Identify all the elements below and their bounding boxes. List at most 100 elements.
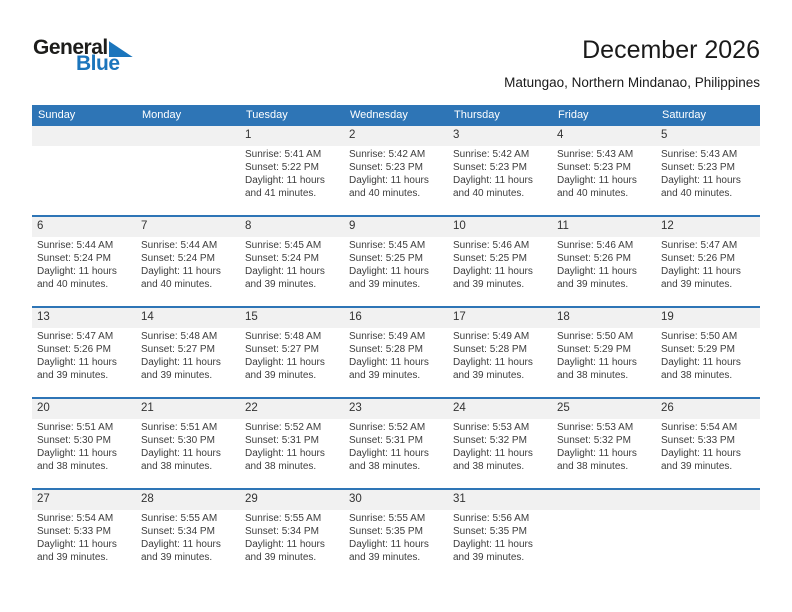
calendar-cell: Sunrise: 5:48 AM Sunset: 5:27 PM Daylight:…	[240, 328, 344, 397]
cell-text-line: Sunrise: 5:49 AM	[349, 331, 426, 342]
day-number: 27	[37, 493, 50, 505]
cell-text-line: and 40 minutes.	[453, 188, 525, 199]
cell-text-line: and 39 minutes.	[453, 279, 525, 290]
cell-text-line: Sunrise: 5:54 AM	[37, 513, 114, 524]
cell-text-line: Sunset: 5:30 PM	[37, 435, 111, 446]
cell-text-line: and 39 minutes.	[245, 552, 317, 563]
cell-text-line: Sunrise: 5:54 AM	[661, 422, 738, 433]
cell-text-line: Sunset: 5:25 PM	[349, 253, 423, 264]
day-number: 31	[453, 493, 466, 505]
cell-text-line: and 39 minutes.	[37, 370, 109, 381]
day-number: 24	[453, 402, 466, 414]
calendar-table: Sunday Monday Tuesday Wednesday Thursday…	[32, 105, 760, 579]
cell-text-line: Sunrise: 5:46 AM	[557, 240, 634, 251]
cell-text-line: and 39 minutes.	[453, 370, 525, 381]
cell-text-line: and 40 minutes.	[37, 279, 109, 290]
cell-text-line: Sunrise: 5:55 AM	[141, 513, 218, 524]
cell-text-line: Daylight: 11 hours	[453, 539, 533, 550]
calendar-week-row: 13 14 15 16 17 18 19 Sunrise: 5:47 AM Sunset: 5:…	[32, 306, 760, 397]
calendar-week-row: 20 21 22 23 24 25 26 Sunrise: 5:51 AM Sunset: 5:…	[32, 397, 760, 488]
title-block: December 2026 Matungao, Northern Mindana…	[504, 36, 760, 90]
cell-text-line: Daylight: 11 hours	[453, 357, 533, 368]
cell-text-line: Sunrise: 5:51 AM	[141, 422, 218, 433]
day-number: 28	[141, 493, 154, 505]
calendar-cell: Sunrise: 5:51 AM Sunset: 5:30 PM Daylight:…	[32, 419, 136, 488]
day-number: 8	[245, 220, 252, 232]
day-number: 21	[141, 402, 154, 414]
calendar-cell: Sunrise: 5:55 AM Sunset: 5:35 PM Daylight:…	[344, 510, 448, 579]
cell-text-line: Daylight: 11 hours	[245, 175, 325, 186]
cell-text-line: and 39 minutes.	[661, 279, 733, 290]
cell-text-line: Sunrise: 5:51 AM	[37, 422, 114, 433]
cell-text-line: Daylight: 11 hours	[661, 448, 741, 459]
cell-text-line: Sunset: 5:28 PM	[453, 344, 527, 355]
calendar-cell: Sunrise: 5:44 AM Sunset: 5:24 PM Daylight:…	[136, 237, 240, 306]
cell-text-line: Sunrise: 5:43 AM	[557, 149, 634, 160]
cell-text-line: Sunset: 5:23 PM	[453, 162, 527, 173]
cell-text-line: Daylight: 11 hours	[349, 357, 429, 368]
day-number: 1	[245, 129, 252, 141]
day-number: 7	[141, 220, 148, 232]
calendar-cell: Sunrise: 5:43 AM Sunset: 5:23 PM Daylight:…	[656, 146, 760, 215]
cell-text-line: and 39 minutes.	[453, 552, 525, 563]
cell-text-line: Daylight: 11 hours	[349, 266, 429, 277]
cell-text-line: Daylight: 11 hours	[349, 175, 429, 186]
cell-text-line: and 39 minutes.	[349, 370, 421, 381]
cell-text-line: Sunrise: 5:45 AM	[349, 240, 426, 251]
cell-text-line: Sunset: 5:33 PM	[37, 526, 111, 537]
logo-text-general: General	[33, 36, 108, 59]
cell-text-line: and 40 minutes.	[141, 279, 213, 290]
cell-text-line: Sunrise: 5:48 AM	[141, 331, 218, 342]
cell-text-line: Sunset: 5:31 PM	[245, 435, 319, 446]
general-blue-logo: General Blue	[33, 36, 133, 76]
day-number: 14	[141, 311, 154, 323]
cell-text-line: Sunset: 5:22 PM	[245, 162, 319, 173]
calendar-cell: Sunrise: 5:50 AM Sunset: 5:29 PM Daylight:…	[656, 328, 760, 397]
cell-text-line: and 41 minutes.	[245, 188, 317, 199]
calendar-cell	[552, 510, 656, 579]
cell-text-line: and 38 minutes.	[245, 461, 317, 472]
cell-text-line: Sunset: 5:23 PM	[661, 162, 735, 173]
weekday-header-tuesday: Tuesday	[246, 109, 288, 121]
calendar-cell: Sunrise: 5:47 AM Sunset: 5:26 PM Daylight:…	[32, 328, 136, 397]
cell-text-line: Sunset: 5:23 PM	[349, 162, 423, 173]
cell-text-line: Sunset: 5:32 PM	[557, 435, 631, 446]
cell-text-line: and 39 minutes.	[557, 279, 629, 290]
day-number: 10	[453, 220, 466, 232]
cell-text-line: Sunrise: 5:46 AM	[453, 240, 530, 251]
cell-text-line: Daylight: 11 hours	[141, 539, 221, 550]
calendar-cell: Sunrise: 5:53 AM Sunset: 5:32 PM Daylight:…	[448, 419, 552, 488]
calendar-cell: Sunrise: 5:42 AM Sunset: 5:23 PM Daylight:…	[344, 146, 448, 215]
day-number-strip: 13 14 15 16 17 18 19	[32, 308, 760, 328]
cell-text-line: Daylight: 11 hours	[37, 448, 117, 459]
cell-text-line: Daylight: 11 hours	[37, 357, 117, 368]
logo-text-blue: Blue	[76, 52, 120, 75]
calendar-cell	[656, 510, 760, 579]
cell-text-line: Daylight: 11 hours	[245, 539, 325, 550]
cell-text-line: Daylight: 11 hours	[557, 448, 637, 459]
cell-text-line: Daylight: 11 hours	[349, 539, 429, 550]
calendar-week-row: 6 7 8 9 10 11 12 Sunrise: 5:44 AM Sunset: 5:24 P…	[32, 215, 760, 306]
cell-text-line: Sunrise: 5:53 AM	[453, 422, 530, 433]
calendar-cell: Sunrise: 5:49 AM Sunset: 5:28 PM Daylight:…	[448, 328, 552, 397]
cell-text-line: Sunset: 5:33 PM	[661, 435, 735, 446]
day-details-row: Sunrise: 5:41 AM Sunset: 5:22 PM Daylight:…	[32, 146, 760, 215]
day-number	[32, 126, 136, 146]
cell-text-line: Sunset: 5:24 PM	[245, 253, 319, 264]
calendar-cell: Sunrise: 5:49 AM Sunset: 5:28 PM Daylight:…	[344, 328, 448, 397]
day-number: 26	[661, 402, 674, 414]
cell-text-line: Daylight: 11 hours	[37, 266, 117, 277]
cell-text-line: and 39 minutes.	[245, 370, 317, 381]
cell-text-line: Sunrise: 5:42 AM	[349, 149, 426, 160]
cell-text-line: Daylight: 11 hours	[557, 357, 637, 368]
cell-text-line: and 38 minutes.	[557, 370, 629, 381]
cell-text-line: Sunrise: 5:55 AM	[349, 513, 426, 524]
cell-text-line: and 38 minutes.	[349, 461, 421, 472]
cell-text-line: Sunset: 5:27 PM	[141, 344, 215, 355]
calendar-cell: Sunrise: 5:43 AM Sunset: 5:23 PM Daylight:…	[552, 146, 656, 215]
day-number: 18	[557, 311, 570, 323]
cell-text-line: Sunset: 5:29 PM	[661, 344, 735, 355]
weeks-container: 1 2 3 4 5 Sunrise: 5:41 AM Sunset: 5:22 PM Dayl…	[32, 126, 760, 579]
cell-text-line: Daylight: 11 hours	[453, 175, 533, 186]
